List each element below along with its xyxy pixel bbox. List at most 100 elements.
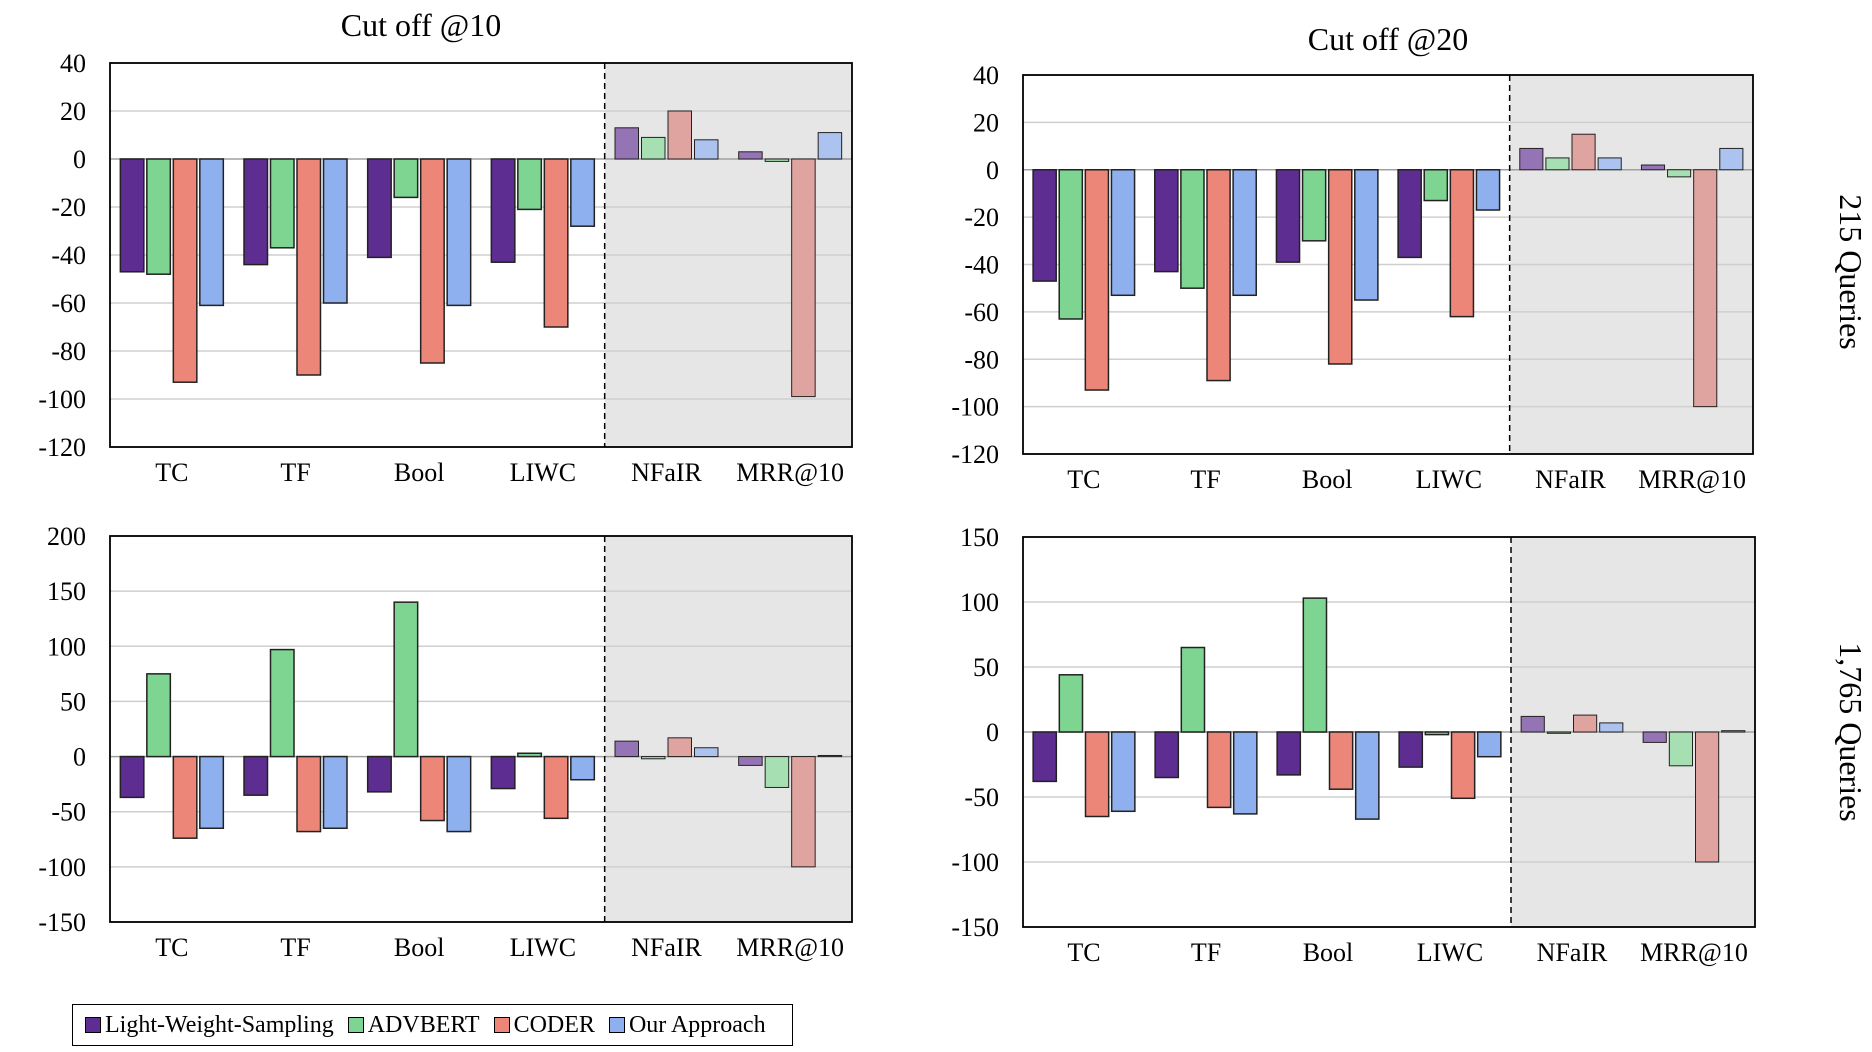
y-tick-label: 50 (973, 653, 999, 682)
chart-panel-4: TC TF Bool LIWC NFaIR MRR@10 150 100 50 0 -50 -100 -… (951, 523, 1756, 967)
legend-item-coder: CODER (493, 1012, 595, 1039)
bar-light-weight-sampling-nfair (614, 740, 640, 758)
bar-coder-tc (172, 158, 198, 383)
bar-advbert-liwc (517, 752, 543, 758)
plot-frame (109, 535, 853, 923)
x-tick-label-liwc: LIWC (1417, 938, 1483, 967)
bar-advbert-tf (1180, 646, 1206, 733)
bar-our-approach-bool (446, 755, 472, 833)
plot-frame (1022, 74, 1754, 455)
y-tick-label: -100 (38, 385, 86, 414)
bar-our-approach-nfair (1597, 157, 1622, 171)
bar-coder-bool (419, 755, 445, 822)
bar-our-approach-nfair (693, 747, 719, 758)
bar-coder-bool (419, 158, 445, 364)
bar-advbert-nfair (641, 136, 666, 160)
bar-advbert-mrr-10 (1668, 731, 1693, 767)
bar-light-weight-sampling-tf (1154, 169, 1179, 273)
y-tick-label: 0 (73, 743, 86, 772)
x-tick-label-nfair: NFaIR (631, 933, 702, 962)
row-label-1: 215 Queries (1833, 194, 1869, 350)
x-tick-label-bool: Bool (394, 458, 445, 487)
bar-light-weight-sampling-nfair (614, 127, 640, 160)
bar-coder-liwc (1449, 169, 1475, 318)
bar-our-approach-liwc (1476, 731, 1502, 758)
y-tick-label: 40 (60, 49, 86, 78)
bar-advbert-liwc (517, 158, 543, 211)
bar-our-approach-liwc (570, 755, 596, 781)
x-tick-label-tf: TF (280, 933, 310, 962)
legend-item-advbert: ADVBERT (347, 1012, 480, 1039)
x-tick-label-mrr-10: MRR@10 (1638, 465, 1746, 494)
bar-advbert-bool (393, 158, 419, 199)
bar-light-weight-sampling-bool (366, 755, 392, 793)
bar-light-weight-sampling-tf (243, 755, 269, 796)
bar-light-weight-sampling-tc (119, 158, 145, 273)
bar-our-approach-nfair (693, 139, 719, 160)
bar-our-approach-tc (1110, 731, 1136, 813)
bar-advbert-tc (1058, 674, 1084, 733)
bar-light-weight-sampling-tc (119, 755, 145, 799)
legend-item-our-approach: Our Approach (608, 1012, 766, 1039)
bar-our-approach-mrr-10 (817, 132, 843, 160)
x-tick-label-bool: Bool (394, 933, 445, 962)
bar-advbert-nfair (641, 756, 666, 760)
bar-coder-nfair (667, 737, 692, 758)
bar-our-approach-tc (1110, 169, 1136, 297)
legend-swatch-our-approach (608, 1017, 625, 1033)
bar-coder-tc (1084, 169, 1110, 391)
y-tick-label: -60 (964, 298, 999, 327)
bar-coder-tc (1084, 731, 1110, 818)
bar-coder-liwc (543, 158, 569, 328)
bar-light-weight-sampling-mrr-10 (1640, 164, 1666, 171)
y-tick-label: -120 (951, 440, 999, 469)
x-tick-label-liwc: LIWC (510, 933, 576, 962)
bar-light-weight-sampling-mrr-10 (738, 151, 763, 160)
x-tick-label-nfair: NFaIR (1535, 465, 1606, 494)
bar-our-approach-bool (1354, 169, 1379, 301)
x-tick-label-tf: TF (280, 458, 310, 487)
bar-light-weight-sampling-tc (1032, 731, 1058, 783)
y-tick-label: 0 (986, 718, 999, 747)
y-tick-label: 150 (47, 577, 86, 606)
y-tick-label: 150 (960, 523, 999, 552)
bar-our-approach-tf (1232, 169, 1257, 297)
bar-advbert-bool (1301, 169, 1327, 242)
y-tick-label: -150 (951, 913, 999, 942)
bar-coder-tf (296, 755, 322, 833)
bar-coder-nfair (667, 110, 692, 160)
y-tick-label: -60 (51, 289, 86, 318)
legend-item-light-weight-sampling: Light-Weight-Sampling (85, 1012, 334, 1039)
x-tick-label-tf: TF (1191, 938, 1221, 967)
bar-light-weight-sampling-liwc (490, 158, 516, 263)
bar-advbert-tf (269, 158, 295, 249)
bar-advbert-tc (146, 673, 172, 758)
plot-frame (109, 62, 853, 448)
bar-light-weight-sampling-tf (243, 158, 269, 266)
bar-advbert-tc (1058, 169, 1084, 320)
y-tick-label: 0 (73, 145, 86, 174)
bar-our-approach-nfair (1599, 722, 1624, 733)
legend-swatch-coder (493, 1017, 510, 1033)
x-tick-label-tf: TF (1190, 465, 1220, 494)
bar-advbert-tf (1180, 169, 1205, 289)
bar-light-weight-sampling-nfair (1519, 147, 1544, 171)
bar-coder-liwc (1450, 731, 1476, 800)
bar-light-weight-sampling-liwc (1398, 731, 1424, 768)
bar-light-weight-sampling-nfair (1520, 715, 1545, 733)
bar-coder-tc (172, 755, 198, 839)
bar-our-approach-tc (199, 158, 225, 307)
y-tick-label: -150 (38, 908, 86, 937)
bar-advbert-tc (146, 158, 172, 275)
x-tick-label-liwc: LIWC (510, 458, 576, 487)
y-tick-label: -120 (38, 433, 86, 462)
bar-coder-bool (1327, 169, 1353, 365)
y-tick-label: -50 (964, 783, 999, 812)
bar-light-weight-sampling-bool (1276, 731, 1302, 776)
bar-our-approach-mrr-10 (1719, 147, 1744, 171)
x-tick-label-mrr-10: MRR@10 (736, 458, 844, 487)
bar-our-approach-tf (322, 158, 348, 304)
bar-coder-bool (1328, 731, 1354, 790)
bar-light-weight-sampling-liwc (1397, 169, 1422, 259)
